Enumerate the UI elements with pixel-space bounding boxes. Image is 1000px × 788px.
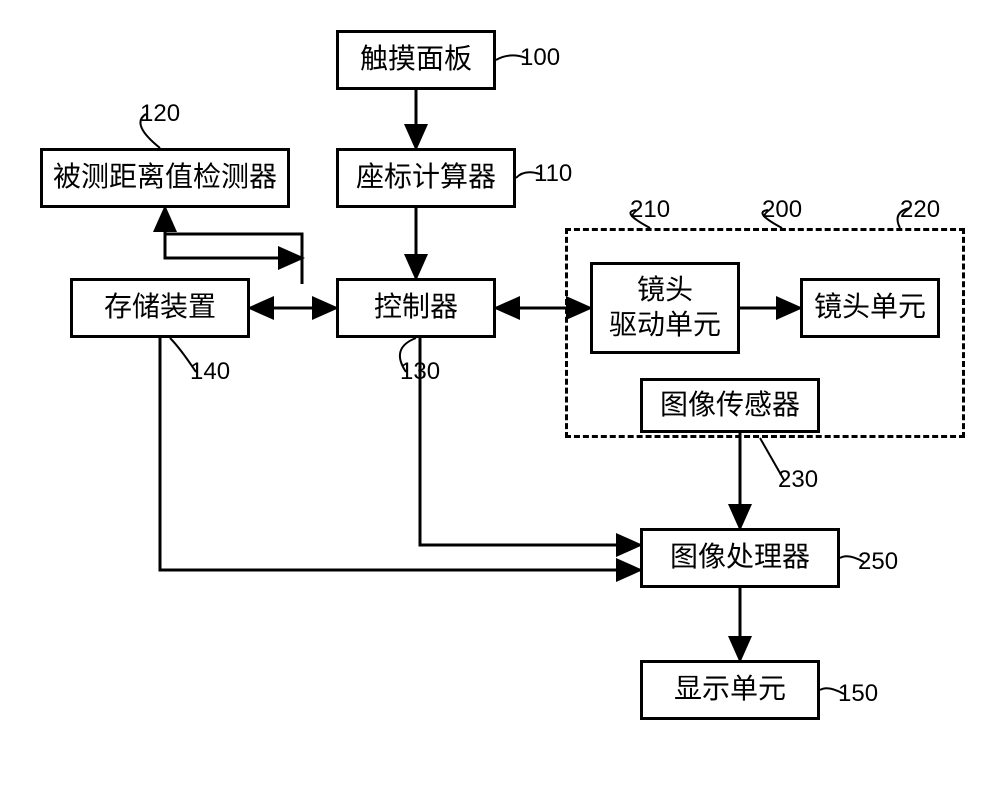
ref-label-110: 110 [534,160,572,188]
ref-label-220: 220 [900,196,940,224]
diagram-stage: 触摸面板座标计算器 被测距离值检测器存储装置 控制器 镜头 驱动单元 镜头单元图像传感器… [0,0,1000,788]
ref-label-120: 120 [140,100,180,128]
node-label: 镜头单元 [814,294,926,322]
ref-label-150: 150 [838,680,878,708]
node-label: 座标计算器 [356,164,496,192]
node-label: 被测距离值检测器 [53,164,277,192]
node-label: 图像传感器 [660,392,800,420]
node-detector: 被测距离值检测器 [40,148,290,208]
ref-label-230: 230 [778,466,818,494]
ref-label-140: 140 [190,358,230,386]
node-touch-panel: 触摸面板 [336,30,496,90]
node-label: 图像处理器 [670,544,810,572]
node-label: 显示单元 [674,676,786,704]
node-image-proc: 图像处理器 [640,528,840,588]
ref-label-130: 130 [400,358,440,386]
node-label: 镜头 驱动单元 [609,273,721,343]
ref-label-210: 210 [630,196,670,224]
node-storage: 存储装置 [70,278,250,338]
node-lens-unit: 镜头单元 [800,278,940,338]
node-display-unit: 显示单元 [640,660,820,720]
node-lens-drive: 镜头 驱动单元 [590,262,740,354]
node-label: 控制器 [374,294,458,322]
node-coord-calc: 座标计算器 [336,148,516,208]
ref-label-250: 250 [858,548,898,576]
ref-label-100: 100 [520,44,560,72]
node-label: 触摸面板 [360,46,472,74]
ref-label-200: 200 [762,196,802,224]
node-image-sensor: 图像传感器 [640,378,820,433]
node-controller: 控制器 [336,278,496,338]
node-label: 存储装置 [104,294,216,322]
